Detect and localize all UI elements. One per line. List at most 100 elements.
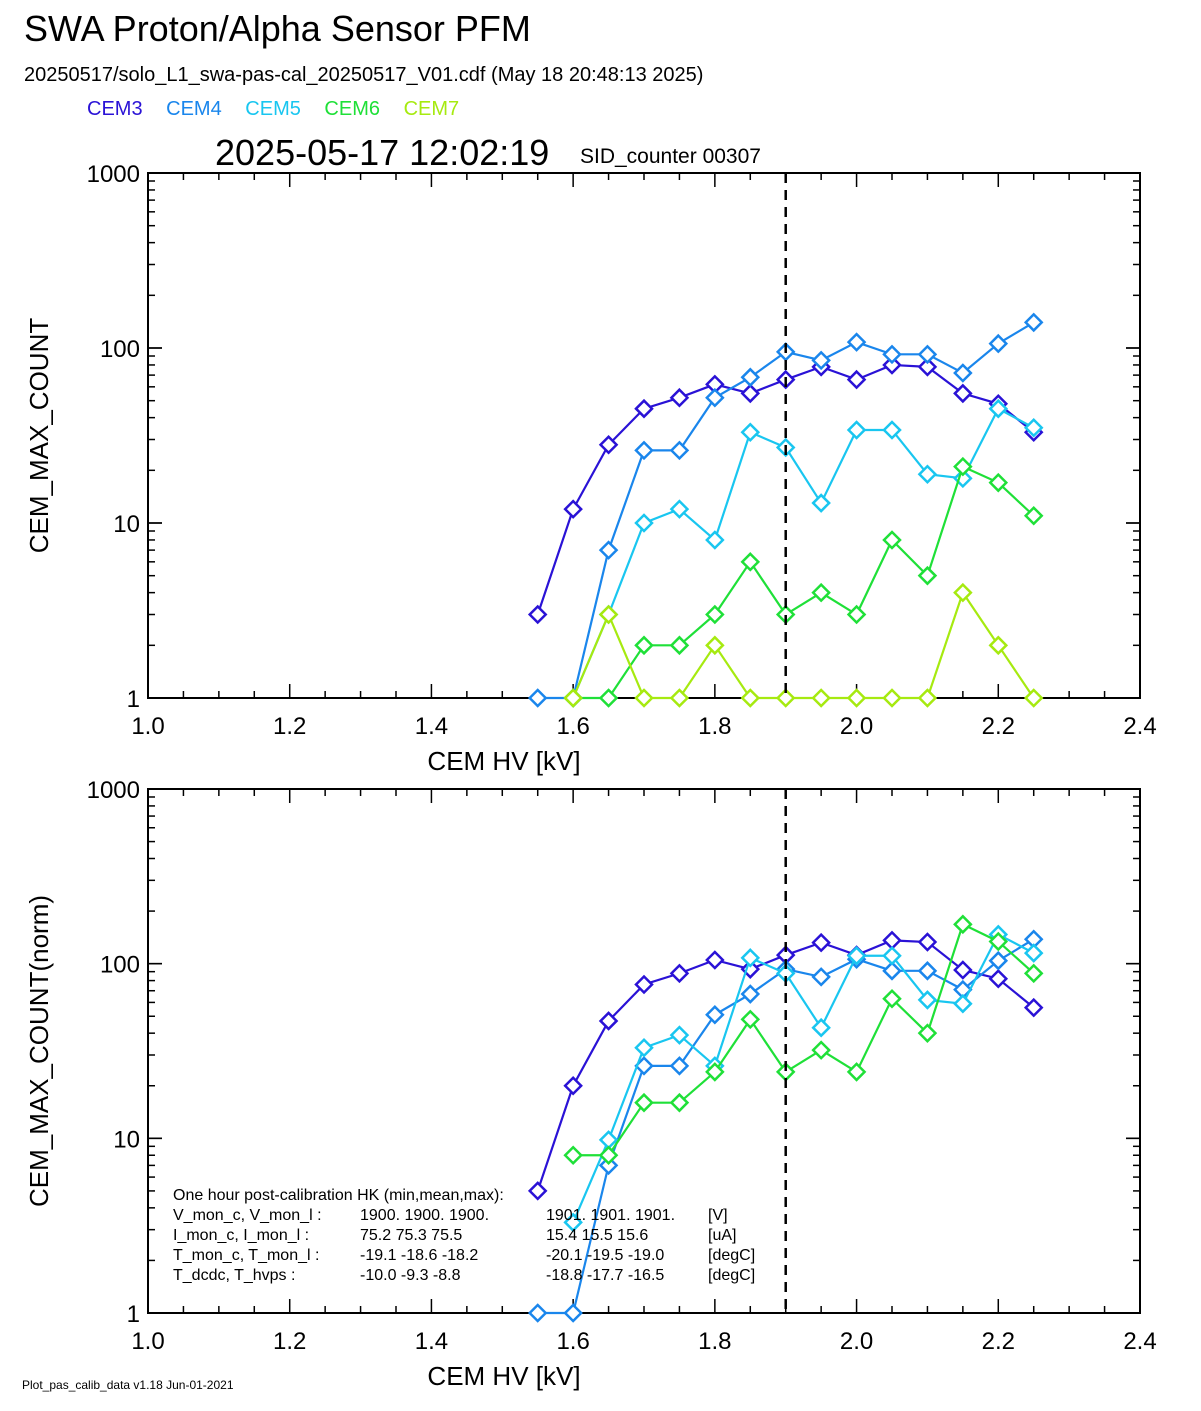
series-cem6 [563,456,1044,708]
x-axis-label: CEM HV [kV] [427,1361,580,1391]
data-point [811,932,831,953]
data-point [634,974,654,995]
x-tick-label: 1.6 [556,1328,589,1355]
data-point [917,961,938,981]
data-point [917,932,938,952]
data-point [669,1092,690,1113]
data-point [882,945,902,966]
hk-row-c-values: 75.2 75.3 75.5 [360,1227,462,1244]
data-point [705,387,725,408]
y-tick-label: 100 [100,336,140,363]
data-point [598,1145,619,1166]
data-point [740,367,761,388]
data-point [846,332,867,352]
x-tick-label: 2.4 [1123,713,1156,740]
data-point [811,493,831,513]
data-point [634,440,654,461]
legend-entry-cem6: CEM6 [324,98,380,120]
data-point [846,420,867,440]
hk-row-c-values: 1900. 1900. 1900. [360,1207,489,1224]
data-point [917,344,938,365]
data-point [563,499,583,519]
data-point [740,422,761,443]
data-point [634,688,654,708]
series-cem5 [563,398,1044,708]
series-cem7 [563,582,1044,708]
hk-row-label: V_mon_c, V_mon_l : [173,1207,322,1224]
timestamp: 2025-05-17 12:02:19 [215,132,550,173]
data-point [846,945,867,966]
data-point [988,950,1009,971]
x-tick-label: 1.4 [415,1328,448,1355]
hk-row-c-values: -10.0 -9.3 -8.8 [360,1267,461,1284]
data-point [598,1155,619,1176]
data-point [953,363,973,383]
data-point [811,1040,831,1060]
data-point [563,1145,583,1166]
data-point [988,333,1009,354]
data-point [669,499,690,519]
data-point [563,688,583,708]
data-point [1023,312,1044,333]
data-point [1023,963,1044,984]
data-point [882,355,902,375]
y-tick-label: 1 [127,686,140,713]
legend-entry-cem3: CEM3 [87,98,143,120]
data-point [1023,418,1044,438]
x-tick-label: 2.0 [840,713,873,740]
legend-entry-cem4: CEM4 [166,98,222,120]
series-line [573,465,1035,700]
data-point [811,582,831,603]
data-point [917,688,938,708]
hk-row-l-values: 15.4 15.5 15.6 [546,1227,648,1244]
hk-row-unit: [degC] [708,1247,755,1264]
sid-counter: SID_counter 00307 [580,145,761,168]
data-point [953,456,973,477]
data-point [811,1017,831,1038]
y-axis-label: CEM_MAX_COUNT(norm) [24,895,54,1207]
data-point [563,1303,583,1323]
plot-frame [147,172,1141,699]
x-tick-label: 1.0 [131,1328,164,1355]
hk-info-box: One hour post-calibration HK (min,mean,m… [173,1187,755,1284]
legend-entry-cem5: CEM5 [245,98,301,120]
data-point [811,967,831,987]
data-point [1023,943,1044,963]
data-point [917,990,938,1010]
data-point [988,968,1009,989]
data-point [953,993,973,1014]
data-point [882,530,902,550]
hk-row-c-values: -19.1 -18.6 -18.2 [360,1247,478,1264]
data-point [669,387,690,408]
data-point [882,344,902,365]
data-point [740,1009,761,1030]
data-point [953,914,973,935]
x-tick-label: 1.8 [698,1328,731,1355]
data-point [846,369,867,390]
x-tick-label: 1.6 [556,713,589,740]
data-point [740,984,761,1004]
data-point [846,604,867,625]
x-tick-label: 2.4 [1123,1328,1156,1355]
y-tick-label: 10 [113,511,140,538]
data-point [634,1092,654,1113]
hk-row-l-values: -20.1 -19.5 -19.0 [546,1247,664,1264]
x-tick-label: 2.2 [982,713,1015,740]
data-point [598,688,619,708]
data-point [953,383,973,404]
hk-title: One hour post-calibration HK (min,mean,m… [173,1187,504,1204]
data-point [917,565,938,586]
y-tick-label: 10 [113,1126,140,1153]
x-tick-label: 1.2 [273,1328,306,1355]
data-point [917,464,938,484]
data-point [953,582,973,603]
data-point [882,988,902,1009]
legend: CEM3 CEM4 CEM5 CEM6 CEM7 [87,98,477,121]
data-point [811,688,831,708]
series-cem5 [563,924,1044,1233]
data-point [598,604,619,625]
x-tick-label: 1.8 [698,713,731,740]
data-point [988,398,1009,419]
data-point [1023,505,1044,526]
